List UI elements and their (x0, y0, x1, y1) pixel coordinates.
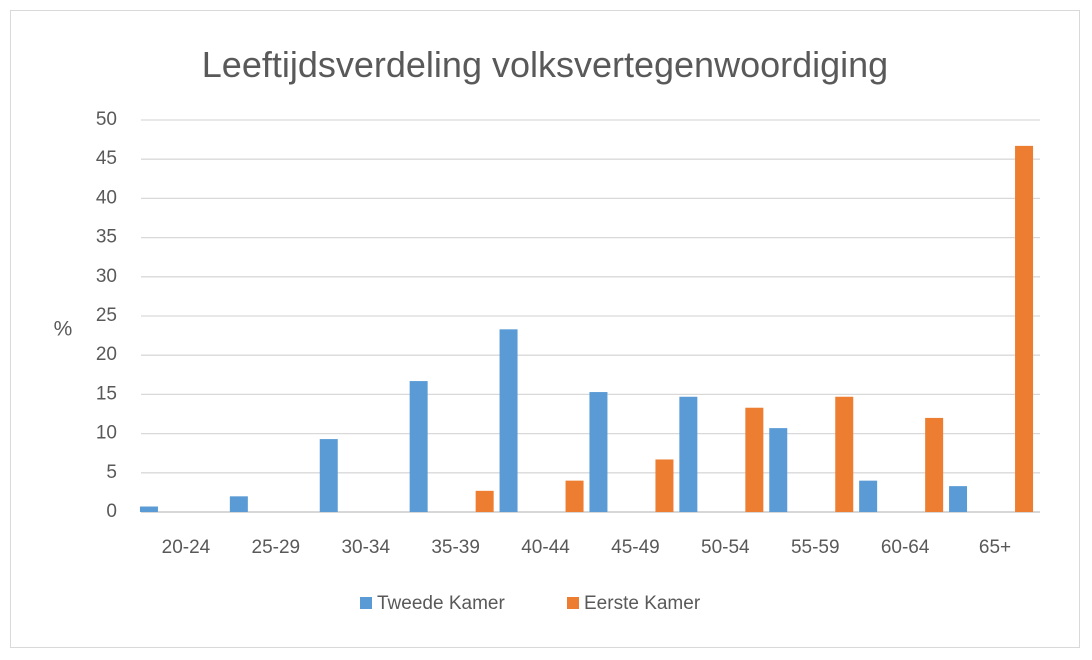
y-tick-label: 40 (96, 187, 117, 208)
bar-tweede-kamer (409, 381, 428, 512)
bar-tweede-kamer (949, 486, 968, 512)
legend-swatch (360, 597, 372, 609)
x-tick-label: 35-39 (431, 537, 480, 558)
y-tick-label: 5 (106, 462, 117, 483)
bars (139, 145, 1034, 512)
bar-eerste-kamer (475, 490, 494, 512)
bar-tweede-kamer (859, 480, 878, 512)
y-axis-label: % (54, 318, 73, 341)
bar-eerste-kamer (745, 407, 764, 512)
gridlines (141, 119, 1040, 513)
bar-eerste-kamer (835, 396, 854, 512)
x-tick-label: 40-44 (521, 537, 570, 558)
x-tick-label: 50-54 (701, 537, 750, 558)
y-tick-label: 0 (106, 501, 117, 522)
bar-tweede-kamer (589, 392, 608, 512)
x-tick-label: 65+ (979, 537, 1011, 558)
bar-tweede-kamer (139, 506, 158, 512)
legend-label: Eerste Kamer (584, 593, 701, 614)
chart-title: Leeftijdsverdeling volksvertegenwoordigi… (202, 44, 888, 85)
legend-label: Tweede Kamer (377, 593, 505, 614)
y-tick-label: 10 (96, 423, 117, 444)
x-tick-label: 25-29 (252, 537, 301, 558)
y-tick-label: 30 (96, 266, 117, 287)
bar-tweede-kamer (319, 439, 338, 512)
x-axis-ticks: 20-24 25-29 30-34 35-39 40-44 45-49 50-54 55-59… (162, 537, 1012, 558)
y-tick-label: 50 (96, 109, 117, 130)
bar-tweede-kamer (769, 428, 788, 512)
y-axis-ticks: 0 5 10 15 20 25 30 35 40 45 50 (96, 109, 117, 522)
chart-frame (10, 10, 1080, 648)
x-tick-label: 45-49 (611, 537, 660, 558)
bar-tweede-kamer (499, 329, 518, 512)
x-tick-label: 30-34 (341, 537, 390, 558)
x-tick-label: 55-59 (791, 537, 840, 558)
y-tick-label: 20 (96, 344, 117, 365)
x-tick-label: 60-64 (881, 537, 930, 558)
bar-eerste-kamer (925, 417, 944, 512)
y-tick-label: 25 (96, 305, 117, 326)
legend-swatch (567, 597, 579, 609)
bar-tweede-kamer (229, 496, 248, 512)
bar-eerste-kamer (1015, 145, 1034, 512)
y-tick-label: 35 (96, 227, 117, 248)
y-tick-label: 45 (96, 148, 117, 169)
bar-eerste-kamer (565, 480, 584, 512)
bar-tweede-kamer (679, 396, 698, 512)
x-tick-label: 20-24 (162, 537, 211, 558)
legend: Tweede Kamer Eerste Kamer (360, 593, 701, 614)
bar-eerste-kamer (655, 459, 674, 512)
y-tick-label: 15 (96, 383, 117, 404)
